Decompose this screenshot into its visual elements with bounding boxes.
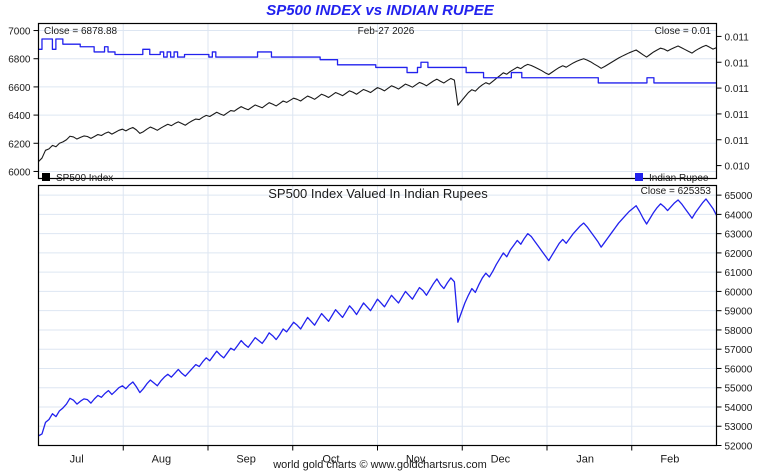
right-axis-tick-label: 55000 xyxy=(725,384,753,395)
x-axis-month-label: Jan xyxy=(576,454,594,466)
right-axis-tick-label: 0.011 xyxy=(725,136,750,147)
right-axis-tick-label: 60000 xyxy=(725,287,753,298)
footer-credit: world gold charts © www.goldchartsrus.co… xyxy=(272,459,487,471)
left-axis-tick-label: 6800 xyxy=(8,55,31,66)
page-title: SP500 INDEX vs INDIAN RUPEE xyxy=(266,2,495,19)
x-axis-month-label: Jul xyxy=(70,454,84,466)
right-axis-tick-label: 59000 xyxy=(725,307,753,318)
right-axis-tick-label: 53000 xyxy=(725,422,753,433)
right-axis-tick-label: 58000 xyxy=(725,326,753,337)
right-axis-tick-label: 54000 xyxy=(725,403,753,414)
x-axis-month-label: Sep xyxy=(236,454,256,466)
right-axis-tick-label: 0.011 xyxy=(725,58,750,69)
right-axis-tick-label: 52000 xyxy=(725,442,753,453)
legend-swatch-sp500 xyxy=(42,173,50,181)
right-axis-tick-label: 0.010 xyxy=(725,162,750,173)
right-axis-tick-label: 62000 xyxy=(725,249,753,260)
right-axis-tick-label: 63000 xyxy=(725,230,753,241)
chart-container: SP500 INDEX vs INDIAN RUPEE 6000 6200 6400… xyxy=(0,0,760,475)
right-axis-tick-label: 57000 xyxy=(725,345,753,356)
top-left-close-label: Close = 6878.88 xyxy=(44,26,118,37)
left-axis-tick-label: 6600 xyxy=(8,83,31,94)
left-axis-tick-label: 7000 xyxy=(8,27,31,38)
sp500-rupee-chart: SP500 INDEX vs INDIAN RUPEE 6000 6200 6400… xyxy=(0,0,760,475)
legend-label-indian-rupee: Indian Rupee xyxy=(649,173,709,184)
x-axis-month-label: Dec xyxy=(491,454,511,466)
chart-background xyxy=(0,0,760,475)
left-axis-tick-label: 6000 xyxy=(8,167,31,178)
bottom-close-label: Close = 625353 xyxy=(641,186,712,197)
right-axis-tick-label: 56000 xyxy=(725,364,753,375)
x-axis-month-label: Aug xyxy=(152,454,172,466)
legend-swatch-indian-rupee xyxy=(635,173,643,181)
left-axis-tick-label: 6400 xyxy=(8,111,31,122)
right-axis-tick-label: 0.011 xyxy=(725,110,750,121)
x-axis-month-label: Feb xyxy=(660,454,679,466)
top-right-close-label: Close = 0.01 xyxy=(655,26,712,37)
right-axis-tick-label: 0.011 xyxy=(725,32,750,43)
right-axis-tick-label: 65000 xyxy=(725,191,753,202)
right-axis-tick-label: 0.011 xyxy=(725,84,750,95)
legend-label-sp500: SP500 Index xyxy=(56,173,113,184)
date-annotation: Feb-27 2026 xyxy=(358,26,415,37)
right-axis-tick-label: 64000 xyxy=(725,210,753,221)
bottom-panel-title: SP500 Index Valued In Indian Rupees xyxy=(268,186,488,201)
right-axis-tick-label: 61000 xyxy=(725,268,753,279)
left-axis-tick-label: 6200 xyxy=(8,139,31,150)
